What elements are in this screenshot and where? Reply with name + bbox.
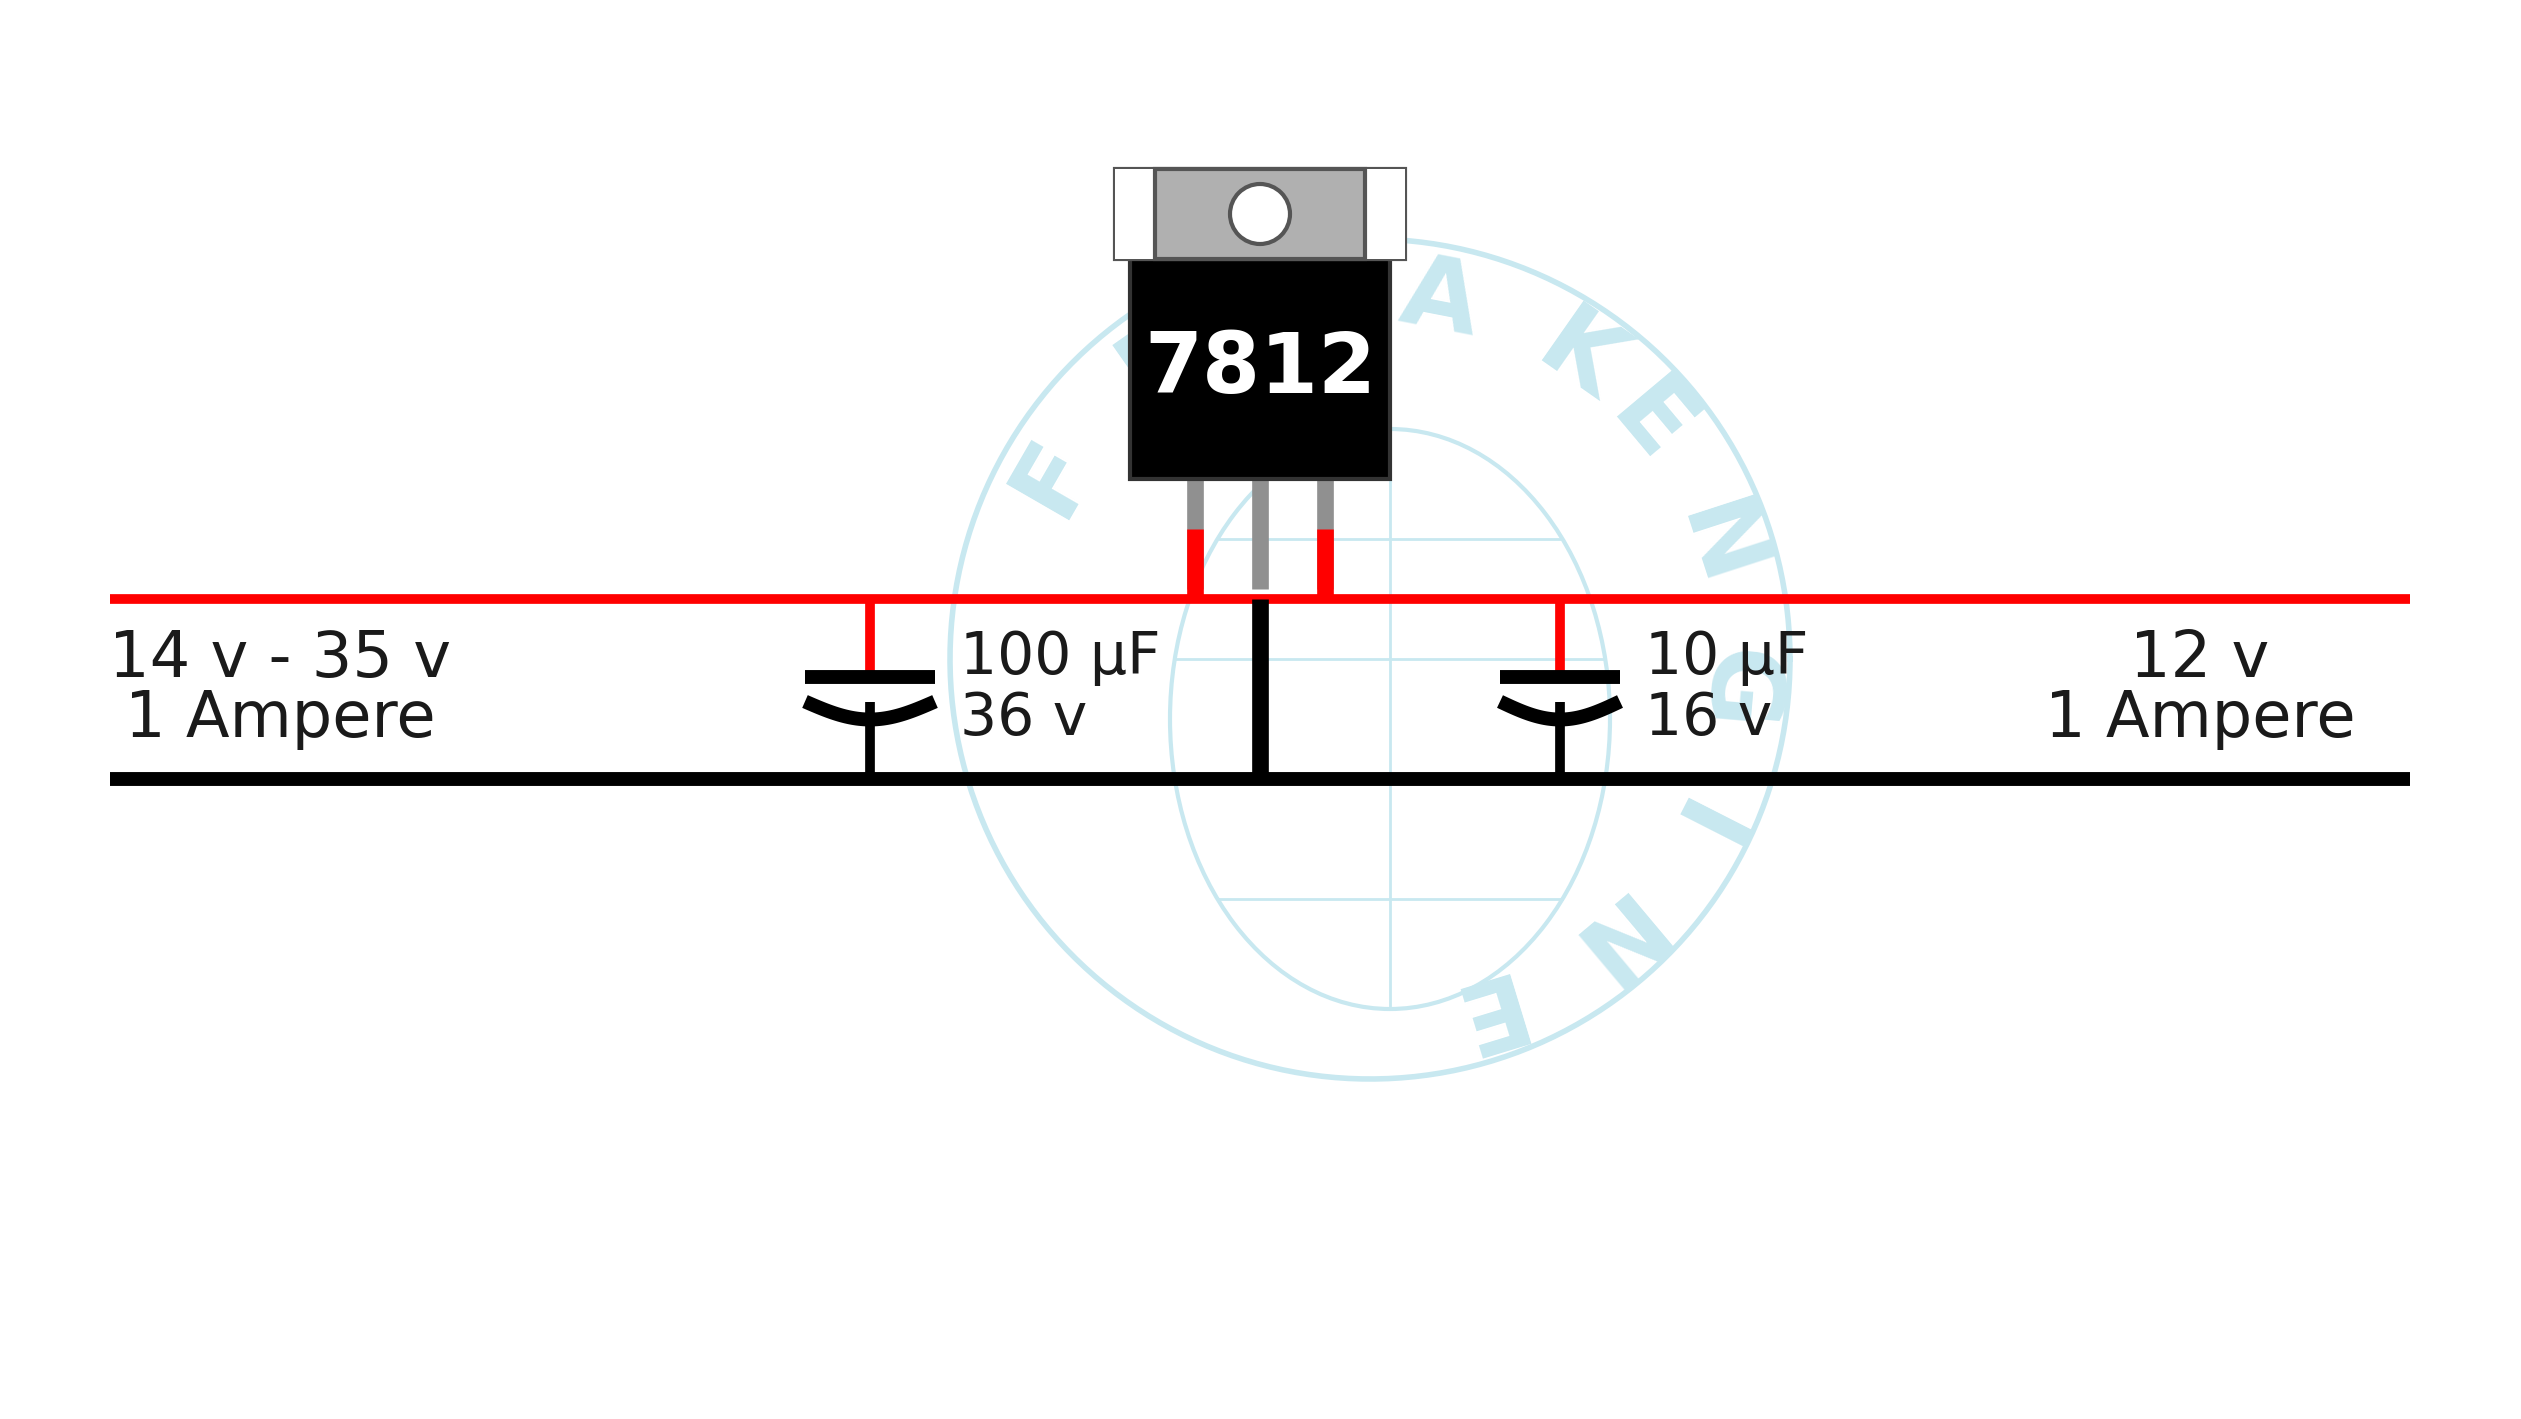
Text: I: I bbox=[1644, 786, 1747, 863]
Text: 12 v: 12 v bbox=[2130, 629, 2269, 690]
Text: K: K bbox=[1520, 298, 1639, 421]
Text: G: G bbox=[1682, 646, 1785, 736]
Text: 100 μF: 100 μF bbox=[961, 629, 1160, 685]
FancyBboxPatch shape bbox=[1114, 169, 1155, 260]
FancyBboxPatch shape bbox=[1129, 260, 1389, 480]
Text: 10 μF: 10 μF bbox=[1646, 629, 1808, 685]
FancyBboxPatch shape bbox=[1364, 169, 1404, 260]
Text: N: N bbox=[1540, 874, 1669, 1003]
Text: E: E bbox=[1429, 952, 1523, 1064]
Text: A: A bbox=[1392, 245, 1487, 356]
Text: 36 v: 36 v bbox=[961, 691, 1087, 748]
Text: E: E bbox=[1250, 247, 1339, 356]
Text: F: F bbox=[996, 423, 1112, 531]
Text: E: E bbox=[1591, 368, 1709, 481]
Text: 16 v: 16 v bbox=[1646, 691, 1772, 748]
Circle shape bbox=[1230, 184, 1291, 244]
FancyBboxPatch shape bbox=[1155, 169, 1364, 260]
FancyBboxPatch shape bbox=[1114, 169, 1404, 260]
Text: R: R bbox=[1102, 298, 1220, 421]
Text: 7812: 7812 bbox=[1145, 329, 1376, 410]
Text: 1 Ampere: 1 Ampere bbox=[2045, 688, 2355, 751]
Text: 1 Ampere: 1 Ampere bbox=[124, 688, 436, 751]
Text: 14 v - 35 v: 14 v - 35 v bbox=[108, 629, 451, 690]
Text: N: N bbox=[1659, 491, 1777, 602]
